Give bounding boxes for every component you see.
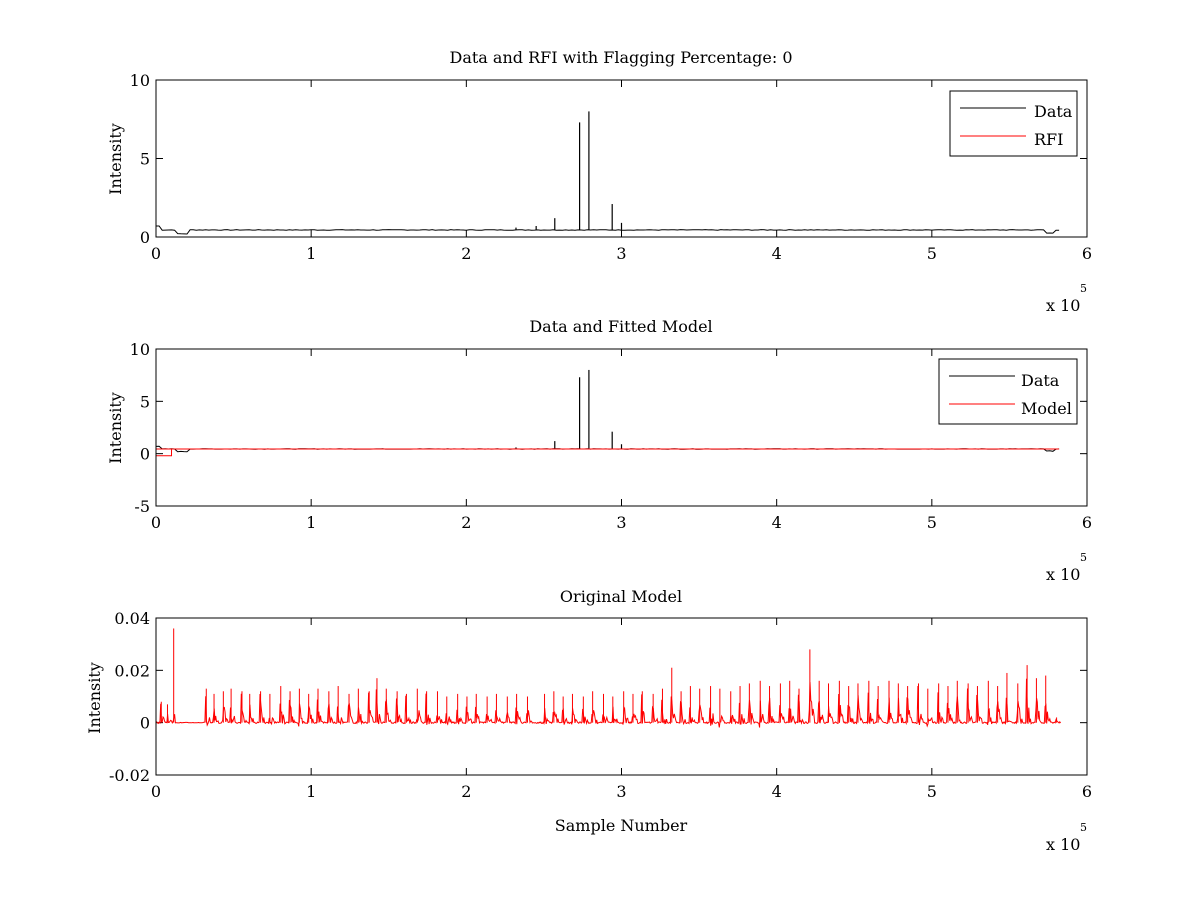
y-tick-label: 10 — [130, 71, 150, 90]
panel-3: Original Model Intensity 0 1 2 3 4 5 6-0.0200.… — [85, 587, 1092, 854]
panel-2-multiplier-exp: 5 — [1080, 551, 1087, 564]
x-tick-label: 1 — [306, 513, 316, 532]
x-tick-label: 2 — [461, 513, 471, 532]
x-tick-label: 3 — [616, 513, 626, 532]
x-tick-label: 0 — [151, 513, 161, 532]
panel-3-multiplier: x 10 5 — [1046, 821, 1087, 854]
y-tick-label: 5 — [140, 150, 150, 169]
y-tick-label: 0 — [140, 445, 150, 464]
legend-label-data: Data — [1034, 102, 1073, 121]
panel-1-title: Data and RFI with Flagging Percentage: 0 — [449, 48, 792, 67]
y-tick-label: 0.02 — [114, 661, 150, 680]
panel-3-multiplier-exp: 5 — [1080, 821, 1087, 834]
y-tick-label: 0 — [140, 228, 150, 247]
series-line-data — [156, 225, 1060, 235]
panel-1-legend: Data RFI — [949, 90, 1078, 157]
panel-2-title: Data and Fitted Model — [529, 317, 712, 336]
x-tick-label: 4 — [772, 244, 782, 263]
panel-2-legend: Data Model — [938, 358, 1078, 425]
y-tick-label: 0 — [140, 714, 150, 733]
panel-2-multiplier-base: x 10 — [1046, 565, 1080, 584]
x-tick-label: 5 — [927, 782, 937, 801]
panel-1-multiplier-exp: 5 — [1080, 282, 1087, 295]
x-tick-label: 2 — [461, 782, 471, 801]
y-tick-label: -5 — [134, 497, 150, 516]
x-tick-label: 6 — [1082, 244, 1092, 263]
x-tick-label: 0 — [151, 244, 161, 263]
panel-3-title: Original Model — [560, 587, 682, 606]
x-tick-label: 0 — [151, 782, 161, 801]
x-tick-label: 5 — [927, 513, 937, 532]
legend-label-model: Model — [1021, 399, 1072, 418]
y-tick-label: 0.04 — [114, 609, 150, 628]
panel-3-multiplier-base: x 10 — [1046, 835, 1080, 854]
panel-2-frame — [155, 348, 1088, 507]
panel-2-multiplier: x 10 5 — [1046, 551, 1087, 584]
y-tick-label: 5 — [140, 392, 150, 411]
y-tick-label: -0.02 — [109, 766, 150, 785]
panel-1-frame — [155, 79, 1088, 238]
x-tick-label: 5 — [927, 244, 937, 263]
panel-2: Data and Fitted Model Intensity 0 1 2 3 4 5 6 -… — [106, 317, 1092, 584]
series-line-model — [156, 678, 1062, 728]
legend-label-data: Data — [1021, 371, 1060, 390]
legend-box — [938, 358, 1078, 425]
x-tick-label: 4 — [772, 782, 782, 801]
panel-1-multiplier-base: x 10 — [1046, 296, 1080, 315]
x-tick-label: 6 — [1082, 513, 1092, 532]
legend-box — [949, 90, 1078, 157]
x-tick-label: 4 — [772, 513, 782, 532]
x-tick-label: 3 — [616, 782, 626, 801]
panel-3-xlabel: Sample Number — [555, 816, 688, 835]
panel-1: Data and RFI with Flagging Percentage: 0… — [106, 48, 1092, 315]
x-tick-label: 2 — [461, 244, 471, 263]
panel-2-ylabel: Intensity — [106, 392, 125, 464]
x-tick-label: 6 — [1082, 782, 1092, 801]
y-tick-label: 10 — [130, 340, 150, 359]
panel-1-multiplier: x 10 5 — [1046, 282, 1087, 315]
panel-3-frame — [155, 617, 1088, 776]
x-tick-label: 1 — [306, 244, 316, 263]
x-tick-label: 3 — [616, 244, 626, 263]
legend-label-rfi: RFI — [1034, 130, 1063, 149]
x-tick-label: 1 — [306, 782, 316, 801]
panel-3-ylabel: Intensity — [85, 662, 104, 734]
panel-1-ylabel: Intensity — [106, 123, 125, 195]
